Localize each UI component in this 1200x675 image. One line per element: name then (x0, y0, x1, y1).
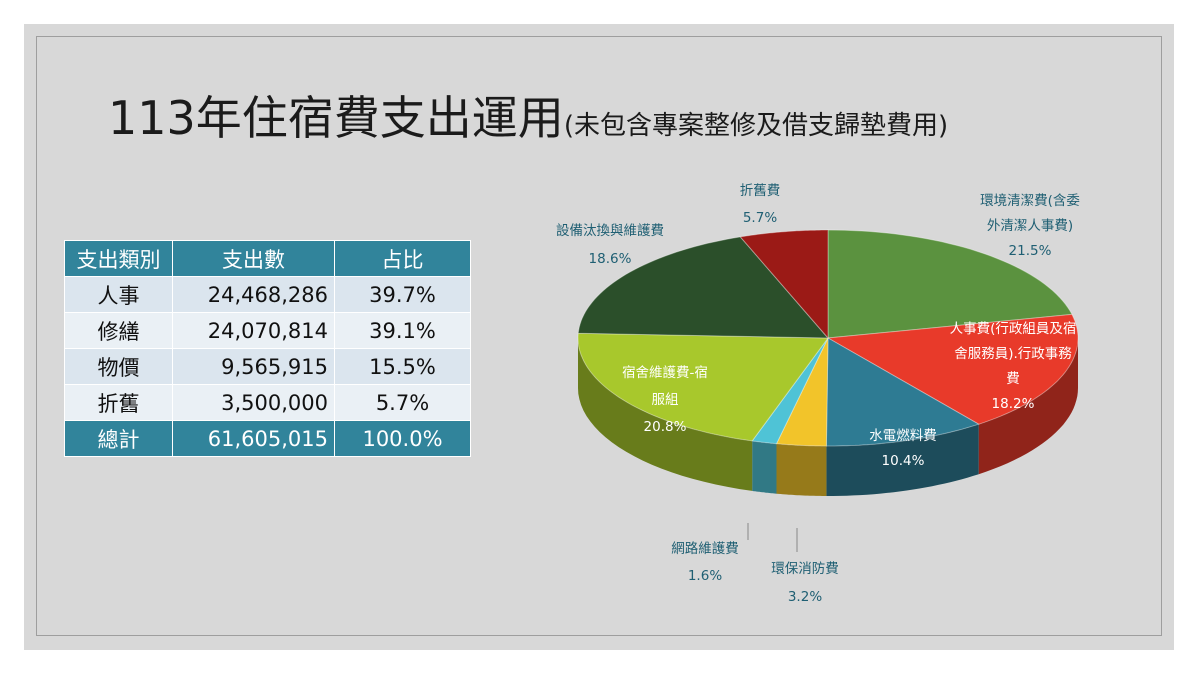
pie-slice-5 (577, 332, 829, 442)
slice-label-4: 網路維護費 1.6% (671, 541, 739, 584)
slice-label-5: 宿舍維護費-宿服組 20.8% (622, 364, 708, 435)
table-row: 物價 9,565,915 15.5% (64, 348, 471, 385)
pie-slice-6 (577, 236, 830, 339)
pie-slice-1 (826, 313, 1079, 425)
cell-amount: 24,468,286 (172, 276, 335, 313)
slice-value-3: 3.2% (788, 589, 822, 605)
slice-value-0: 21.5% (1009, 243, 1052, 259)
pie-side-walls (578, 338, 1078, 496)
cell-ratio: 5.7% (334, 384, 471, 421)
header-ratio: 占比 (334, 240, 471, 277)
pie-side-3 (776, 443, 827, 496)
slice-label-3: 環保消防費 3.2% (771, 561, 839, 605)
pie-slice-2 (825, 337, 980, 447)
pie-side-1 (978, 338, 1078, 475)
pie-side-2 (826, 424, 979, 496)
page-title: 113年住宿費支出運用(未包含專案整修及借支歸墊費用) (108, 82, 1108, 152)
cell-amount: 9,565,915 (172, 348, 335, 385)
title-subtitle: (未包含專案整修及借支歸墊費用) (563, 111, 949, 141)
cell-category: 物價 (64, 348, 173, 385)
pie-slice-0 (827, 229, 1073, 339)
cell-ratio: 15.5% (334, 348, 471, 385)
total-amount: 61,605,015 (172, 420, 335, 457)
pie-slice-3 (775, 337, 829, 447)
slice-label-0: 環境清潔費(含委外清潔人事費) 21.5% (980, 193, 1080, 259)
cell-ratio: 39.1% (334, 312, 471, 349)
expense-table: 支出類別 支出數 占比 人事 24,468,286 39.7% 修繕 24,07… (64, 240, 471, 457)
pie-slice-7 (739, 229, 829, 340)
pie-side-5 (578, 338, 753, 491)
pie-slices (577, 229, 1079, 447)
table-total-row: 總計 61,605,015 100.0% (64, 420, 471, 457)
slice-value-5: 20.8% (644, 419, 687, 435)
cell-amount: 24,070,814 (172, 312, 335, 349)
cell-category: 人事 (64, 276, 173, 313)
table-row: 人事 24,468,286 39.7% (64, 276, 471, 313)
slice-value-7: 5.7% (743, 210, 777, 226)
slice-label-2: 水電燃料費 10.4% (869, 427, 937, 469)
pie-side-4 (752, 440, 777, 494)
slice-value-1: 18.2% (992, 396, 1035, 412)
slice-label-6: 設備汰換與維護費 18.6% (556, 223, 664, 267)
table-row: 修繕 24,070,814 39.1% (64, 312, 471, 349)
pie-slice-4 (751, 337, 829, 445)
label-leaders (747, 523, 798, 552)
slice-label-1: 人事費(行政組員及宿舍服務員).行政事務費 18.2% (950, 320, 1077, 412)
slice-value-4: 1.6% (688, 568, 722, 584)
slice-value-6: 18.6% (589, 251, 632, 267)
total-ratio: 100.0% (334, 420, 471, 457)
slice-value-2: 10.4% (882, 453, 925, 469)
slice-labels: 環境清潔費(含委外清潔人事費) 21.5% 人事費(行政組員及宿舍服務員).行政事務… (556, 183, 1080, 605)
total-label: 總計 (64, 420, 173, 457)
slide-frame (36, 36, 1162, 636)
slice-label-7: 折舊費 5.7% (740, 183, 781, 226)
cell-category: 修繕 (64, 312, 173, 349)
cell-ratio: 39.7% (334, 276, 471, 313)
title-main: 113年住宿費支出運用 (108, 91, 564, 145)
